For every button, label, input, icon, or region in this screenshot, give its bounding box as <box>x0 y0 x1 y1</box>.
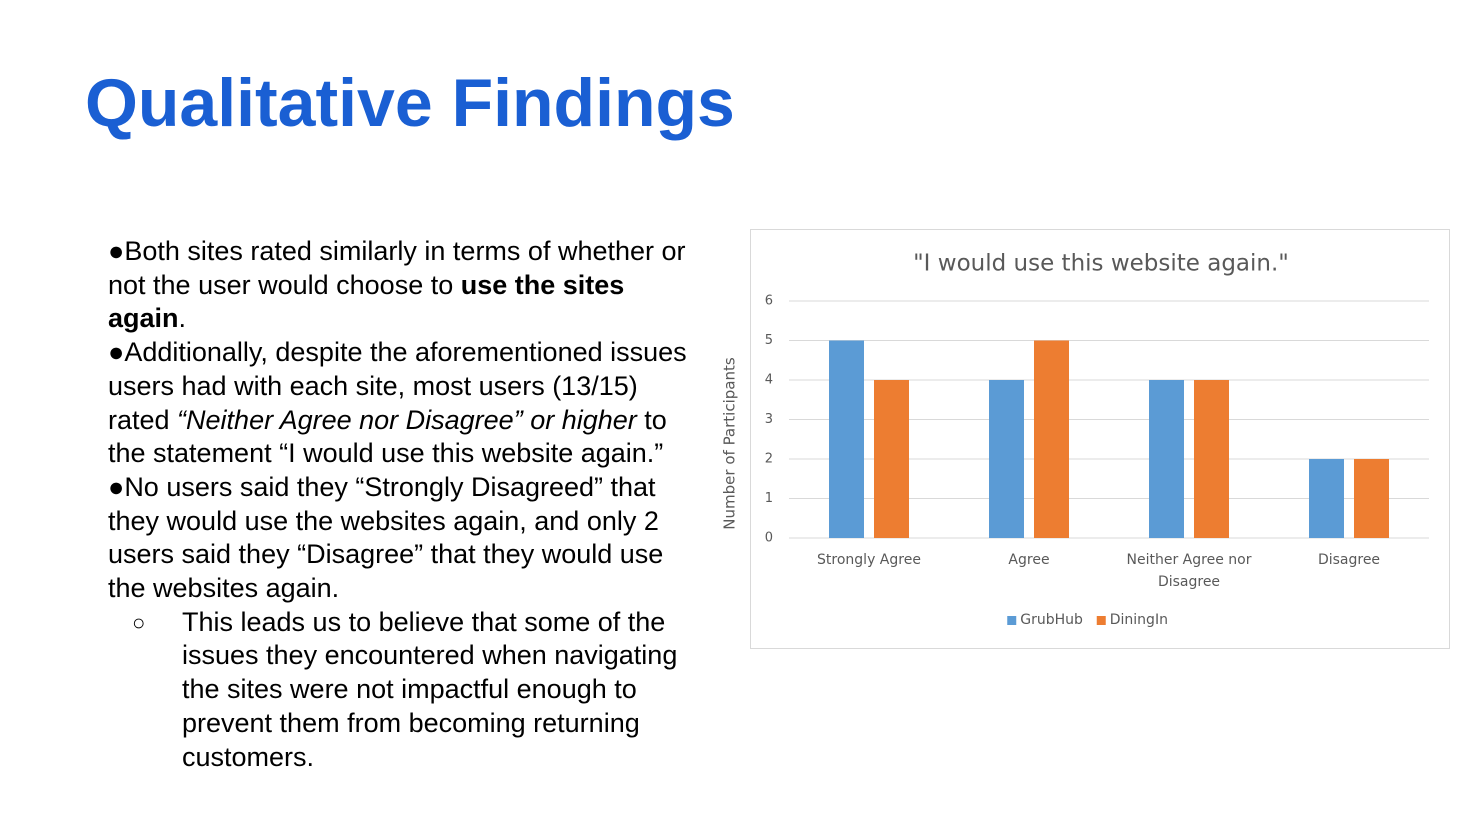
text-run: to the statement “I would use this websi… <box>108 404 667 469</box>
x-tick-label: Disagree <box>1317 552 1381 568</box>
x-tick-label: Agree <box>1008 552 1050 568</box>
y-tick-label: 4 <box>765 373 773 388</box>
bullet-item: ●No users said they “Strongly Disagreed”… <box>108 471 700 606</box>
legend-swatch <box>1096 616 1106 625</box>
y-axis-label: Number of Participants <box>721 357 739 530</box>
text-run: Both sites rated similarly in terms of w… <box>108 236 686 300</box>
x-tick-label: Strongly Agree <box>817 552 921 568</box>
y-tick-label: 5 <box>765 333 773 348</box>
legend-label: GrubHub <box>1020 612 1083 628</box>
chart: "I would use this website again." Number … <box>721 229 1450 649</box>
chart-svg: "I would use this website again." Number … <box>721 251 1429 628</box>
bullet-circle: ○ <box>132 609 146 635</box>
text-run: Additionally, despite the aforementioned… <box>108 337 687 435</box>
bar <box>1194 380 1229 538</box>
bar <box>989 380 1024 538</box>
bullet-dot: ● <box>108 471 125 502</box>
bullet-item: ●Both sites rated similarly in terms of … <box>108 235 700 336</box>
bullet-dot: ● <box>108 337 125 368</box>
x-tick-label: Neither Agree nor Disagree <box>1126 552 1252 590</box>
chart-title: "I would use this website again." <box>913 251 1289 277</box>
bullet-list: ●Both sites rated similarly in terms of … <box>108 235 700 774</box>
legend-label: DiningIn <box>1110 612 1168 628</box>
bar <box>874 380 909 538</box>
bar <box>1309 459 1344 538</box>
text-run: “Neither Agree nor Disagree” or higher <box>177 404 637 435</box>
y-tick-label: 3 <box>765 412 773 427</box>
y-tick-label: 0 <box>765 531 773 546</box>
slide-title: Qualitative Findings <box>85 65 735 141</box>
text-run: . <box>178 303 187 334</box>
legend-swatch <box>1007 616 1017 625</box>
bar <box>1149 380 1184 538</box>
y-tick-label: 1 <box>765 491 773 506</box>
text-run: use the sites again <box>108 269 625 334</box>
text-run: No users said they “Strongly Disagreed” … <box>108 471 664 604</box>
bullet-item: ●Additionally, despite the aforementione… <box>108 336 700 471</box>
bar <box>1354 459 1389 538</box>
sub-bullet-item: ○ This leads us to believe that some of t… <box>132 606 700 775</box>
bar <box>829 340 864 538</box>
bar <box>1034 340 1069 538</box>
y-tick-label: 6 <box>765 294 773 309</box>
text-run: This leads us to believe that some of th… <box>182 606 678 772</box>
y-tick-label: 2 <box>765 452 773 467</box>
bullet-dot: ● <box>108 236 125 266</box>
